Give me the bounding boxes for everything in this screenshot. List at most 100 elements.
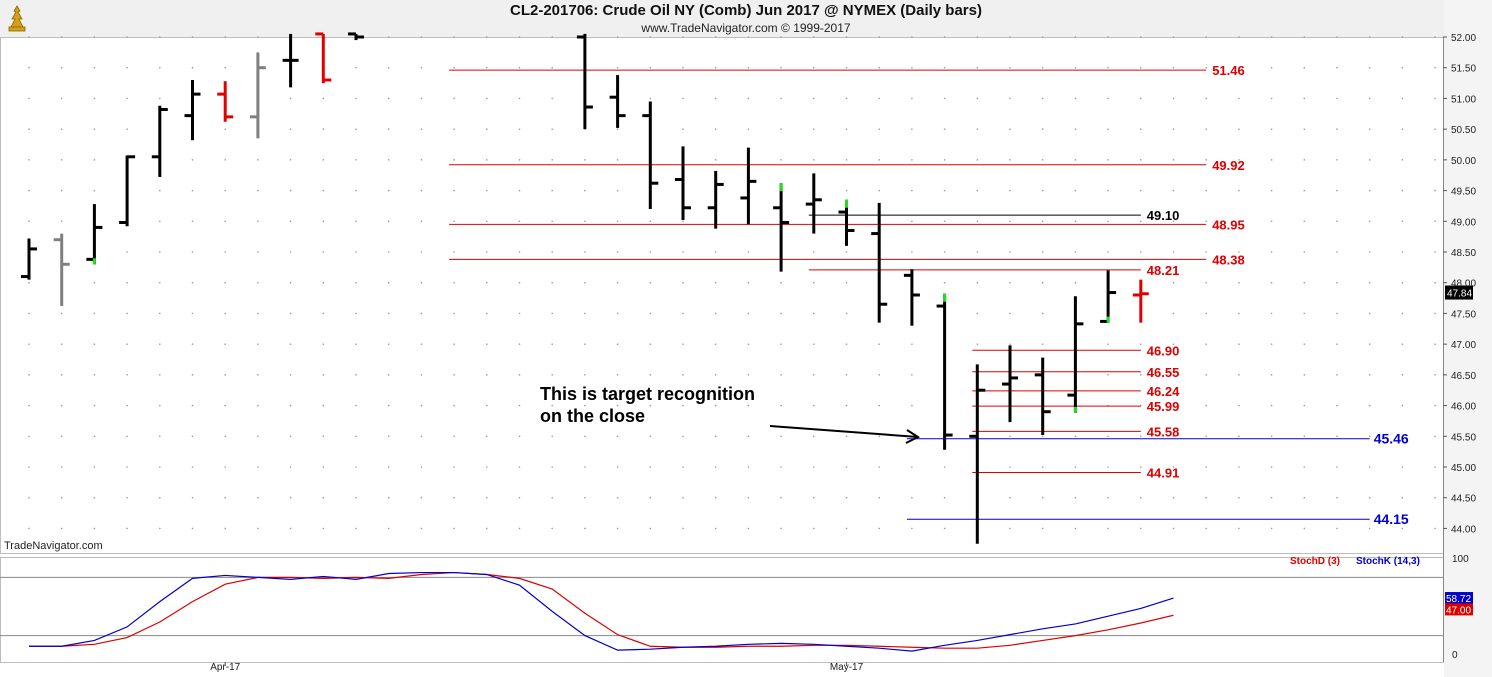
grid-dot (943, 189, 946, 192)
grid-dot (159, 312, 161, 315)
grid-dot (420, 281, 423, 284)
grid-dot (420, 189, 423, 192)
grid-dot (1074, 128, 1077, 130)
grid-dot (1434, 466, 1436, 468)
grid-dot (191, 466, 194, 468)
grid-dot (616, 312, 619, 315)
grid-dot (1434, 251, 1436, 253)
grid-dot (191, 435, 194, 438)
grid-dot (1336, 435, 1338, 438)
grid-dot (322, 97, 325, 100)
grid-dot (845, 159, 848, 161)
grid-dot (1172, 66, 1175, 69)
grid-dot (714, 496, 717, 499)
grid-dot (257, 496, 259, 499)
grid-dot (60, 435, 63, 438)
grid-dot (845, 281, 848, 284)
grid-dot (1270, 220, 1273, 223)
y-tick-label: 46.50 (1451, 371, 1476, 382)
annotation-text: on the close (540, 406, 645, 426)
grid-dot (551, 159, 553, 161)
grid-dot (976, 220, 979, 223)
level-label: 46.90 (1147, 343, 1180, 358)
grid-dot (649, 435, 652, 438)
grid-dot (420, 220, 423, 223)
grid-dot (1172, 159, 1175, 161)
grid-dot (682, 251, 684, 253)
grid-dot (1041, 220, 1044, 223)
grid-dot (1303, 435, 1306, 438)
stochk-value-label: 58.72 (1446, 594, 1471, 605)
grid-dot (387, 343, 390, 345)
grid-dot (518, 159, 521, 161)
grid-dot (616, 159, 619, 161)
chart-title: CL2-201706: Crude Oil NY (Comb) Jun 2017… (510, 2, 982, 19)
grid-dot (747, 466, 750, 468)
grid-dot (1303, 496, 1306, 499)
grid-dot (1140, 343, 1142, 345)
grid-dot (420, 435, 423, 438)
grid-dot (1303, 527, 1306, 530)
grid-dot (1368, 374, 1371, 376)
grid-dot (1270, 343, 1273, 345)
grid-dot (28, 496, 30, 499)
grid-dot (28, 374, 30, 376)
grid-dot (1172, 312, 1175, 315)
grid-dot (322, 159, 325, 161)
grid-dot (1401, 466, 1404, 468)
grid-dot (453, 97, 455, 100)
grid-dot (911, 496, 913, 499)
grid-dot (355, 128, 357, 130)
grid-dot (159, 466, 161, 468)
grid-dot (93, 496, 96, 499)
grid-dot (813, 281, 815, 284)
grid-dot (420, 66, 423, 69)
grid-dot (420, 343, 423, 345)
grid-dot (845, 404, 848, 407)
grid-dot (976, 97, 979, 100)
grid-dot (518, 404, 521, 407)
grid-dot (159, 343, 161, 345)
grid-dot (28, 343, 30, 345)
grid-dot (780, 281, 782, 284)
grid-dot (322, 527, 325, 530)
grid-dot (257, 159, 259, 161)
grid-dot (1434, 220, 1436, 223)
level-label: 45.46 (1374, 431, 1409, 447)
last-price-badge (1445, 285, 1473, 300)
grid-dot (453, 281, 455, 284)
grid-dot (224, 251, 226, 253)
grid-dot (813, 251, 815, 253)
grid-dot (1401, 251, 1404, 253)
grid-dot (780, 343, 782, 345)
grid-dot (60, 189, 63, 192)
grid-dot (1303, 220, 1306, 223)
grid-dot (1172, 97, 1175, 100)
grid-dot (191, 251, 194, 253)
grid-dot (518, 220, 521, 223)
level-label: 49.10 (1147, 208, 1180, 223)
grid-dot (387, 66, 390, 69)
grid-dot (93, 97, 96, 100)
grid-dot (1205, 251, 1207, 253)
grid-dot (1205, 496, 1207, 499)
grid-dot (551, 36, 553, 38)
grid-dot (257, 374, 259, 376)
grid-dot (257, 281, 259, 284)
grid-dot (682, 435, 684, 438)
grid-dot (289, 466, 292, 468)
grid-dot (911, 466, 913, 468)
y-tick-label: 45.50 (1451, 432, 1476, 443)
grid-dot (1205, 312, 1207, 315)
grid-dot (682, 496, 684, 499)
grid-dot (387, 374, 390, 376)
grid-dot (943, 251, 946, 253)
grid-dot (551, 66, 553, 69)
grid-dot (1270, 97, 1273, 100)
level-label: 48.21 (1147, 263, 1180, 278)
grid-dot (28, 97, 30, 100)
stochastic-y-label: 100 (1452, 554, 1469, 565)
grid-dot (1368, 97, 1371, 100)
grid-dot (1434, 404, 1436, 407)
